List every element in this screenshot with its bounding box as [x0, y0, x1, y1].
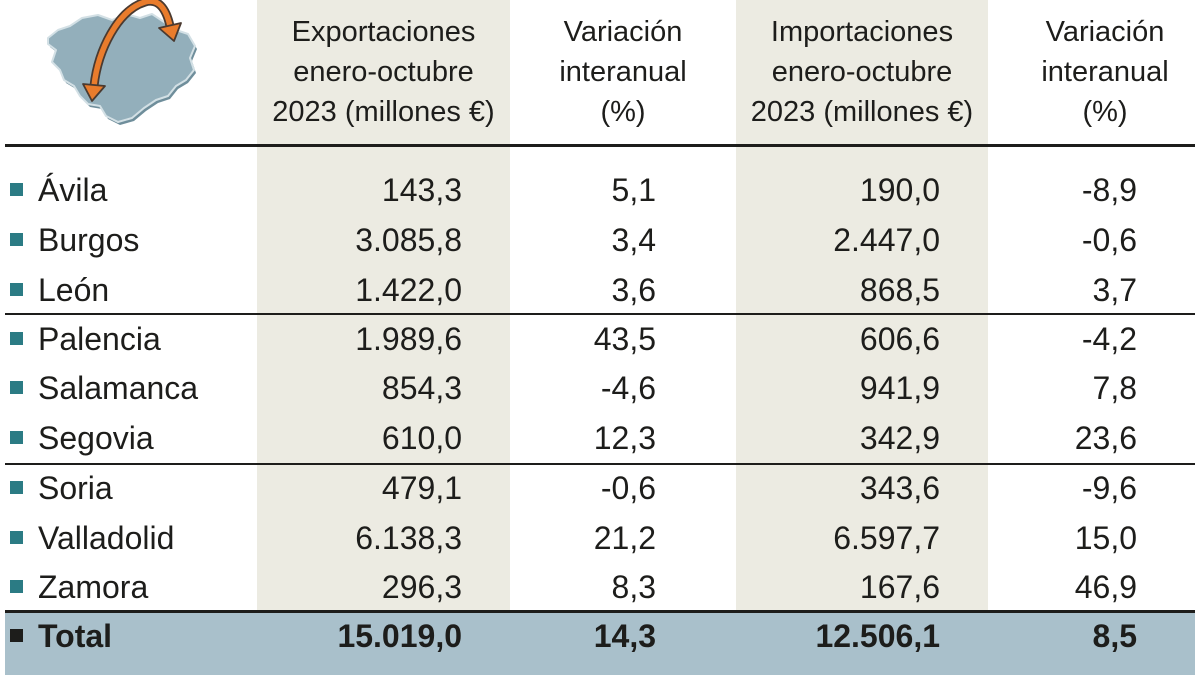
table-row-burgos: Burgos 3.085,8 3,4 2.447,0 -0,6: [0, 216, 1200, 264]
imports-column-shade: [736, 0, 988, 611]
province-marker: [10, 233, 23, 246]
province-name: Burgos: [38, 222, 140, 258]
exports-change: 8,3: [611, 569, 656, 605]
header-line: interanual: [559, 56, 687, 88]
imports-value: 606,6: [859, 321, 940, 357]
province-marker: [10, 531, 23, 544]
header-line: Variación: [563, 16, 683, 48]
header-line: 2023 (millones €): [750, 96, 974, 128]
province-name: León: [38, 272, 110, 308]
exports-value: 479,1: [381, 470, 462, 506]
exports-change: 43,5: [593, 321, 656, 357]
arrow-head-east: [158, 22, 182, 42]
exports-value: 610,0: [381, 420, 462, 456]
header-imports: Importaciones enero-octubre 2023 (millon…: [736, 12, 988, 132]
imports-change: 7,8: [1092, 370, 1137, 406]
table-row-total: Total 15.019,0 14,3 12.506,1 8,5: [0, 612, 1200, 660]
exports-change: 3,4: [611, 222, 656, 258]
arrow-body: [91, 0, 173, 89]
table-row-leon: León 1.422,0 3,6 868,5 3,7: [0, 266, 1200, 314]
imports-value: 868,5: [859, 272, 940, 308]
exports-value: 3.085,8: [355, 222, 462, 258]
table-row-zamora: Zamora 296,3 8,3 167,6 46,9: [0, 563, 1200, 611]
province-name: Soria: [38, 470, 113, 506]
total-imports-change: 8,5: [1092, 618, 1137, 654]
imports-value: 167,6: [859, 569, 940, 605]
province-marker: [10, 183, 23, 196]
imports-change: -0,6: [1081, 222, 1137, 258]
exports-column-shade: [257, 0, 510, 611]
header-line: Exportaciones: [291, 16, 476, 48]
total-row-band: [5, 613, 1195, 675]
province-name: Segovia: [38, 420, 154, 456]
imports-change: -8,9: [1081, 172, 1137, 208]
header-line: enero-octubre: [771, 56, 953, 88]
total-label: Total: [38, 618, 113, 654]
imports-change: -4,2: [1081, 321, 1137, 357]
header-line: (%): [1082, 96, 1128, 128]
imports-value: 2.447,0: [833, 222, 940, 258]
total-exports-change: 14,3: [593, 618, 656, 654]
total-exports-value: 15.019,0: [337, 618, 462, 654]
imports-value: 343,6: [859, 470, 940, 506]
province-marker: [10, 332, 23, 345]
province-marker: [10, 283, 23, 296]
header-exports: Exportaciones enero-octubre 2023 (millon…: [257, 12, 510, 132]
imports-change: 15,0: [1074, 520, 1137, 556]
province-name: Ávila: [38, 172, 108, 208]
group-separator: [5, 313, 1195, 315]
total-rule: [5, 610, 1195, 613]
province-marker: [10, 580, 23, 593]
table-row-soria: Soria 479,1 -0,6 343,6 -9,6: [0, 464, 1200, 512]
header-line: enero-octubre: [293, 56, 474, 88]
exports-value: 143,3: [381, 172, 462, 208]
header-line: Importaciones: [770, 16, 954, 48]
header-exports-change: Variación interanual (%): [510, 12, 736, 132]
imports-change: 23,6: [1074, 420, 1137, 456]
total-imports-value: 12.506,1: [815, 618, 940, 654]
exports-value: 1.989,6: [355, 321, 462, 357]
province-name: Zamora: [38, 569, 149, 605]
exports-change: -4,6: [600, 370, 656, 406]
province-marker: [10, 381, 23, 394]
province-marker: [10, 481, 23, 494]
province-name: Salamanca: [38, 370, 199, 406]
table-row-segovia: Segovia 610,0 12,3 342,9 23,6: [0, 414, 1200, 462]
exports-value: 6.138,3: [355, 520, 462, 556]
imports-change: 3,7: [1092, 272, 1137, 308]
table-row-palencia: Palencia 1.989,6 43,5 606,6 -4,2: [0, 315, 1200, 363]
arrow-head-west: [82, 83, 106, 102]
province-marker: [10, 431, 23, 444]
exports-change: 12,3: [593, 420, 656, 456]
exports-change: 3,6: [611, 272, 656, 308]
province-name: Valladolid: [38, 520, 175, 556]
header-line: (%): [600, 96, 646, 128]
header-rule: [5, 144, 1195, 147]
exports-value: 296,3: [381, 569, 462, 605]
exports-change: -0,6: [600, 470, 656, 506]
province-name: Palencia: [38, 321, 161, 357]
header-line: 2023 (millones €): [272, 96, 495, 128]
header-imports-change: Variación interanual (%): [1010, 12, 1200, 132]
exports-change: 5,1: [611, 172, 656, 208]
table-row-valladolid: Valladolid 6.138,3 21,2 6.597,7 15,0: [0, 514, 1200, 562]
imports-value: 941,9: [859, 370, 940, 406]
imports-value: 190,0: [859, 172, 940, 208]
group-separator: [5, 463, 1195, 465]
castilla-y-leon-map-icon: [47, 0, 197, 125]
exports-value: 1.422,0: [355, 272, 462, 308]
header-line: interanual: [1041, 56, 1169, 88]
imports-change: -9,6: [1081, 470, 1137, 506]
imports-value: 6.597,7: [833, 520, 940, 556]
table-row-avila: Ávila 143,3 5,1 190,0 -8,9: [0, 166, 1200, 214]
imports-value: 342,9: [859, 420, 940, 456]
header-line: Variación: [1045, 16, 1165, 48]
exports-value: 854,3: [381, 370, 462, 406]
total-marker: [10, 629, 23, 642]
imports-change: 46,9: [1074, 569, 1137, 605]
table-row-salamanca: Salamanca 854,3 -4,6 941,9 7,8: [0, 364, 1200, 412]
exports-change: 21,2: [593, 520, 656, 556]
